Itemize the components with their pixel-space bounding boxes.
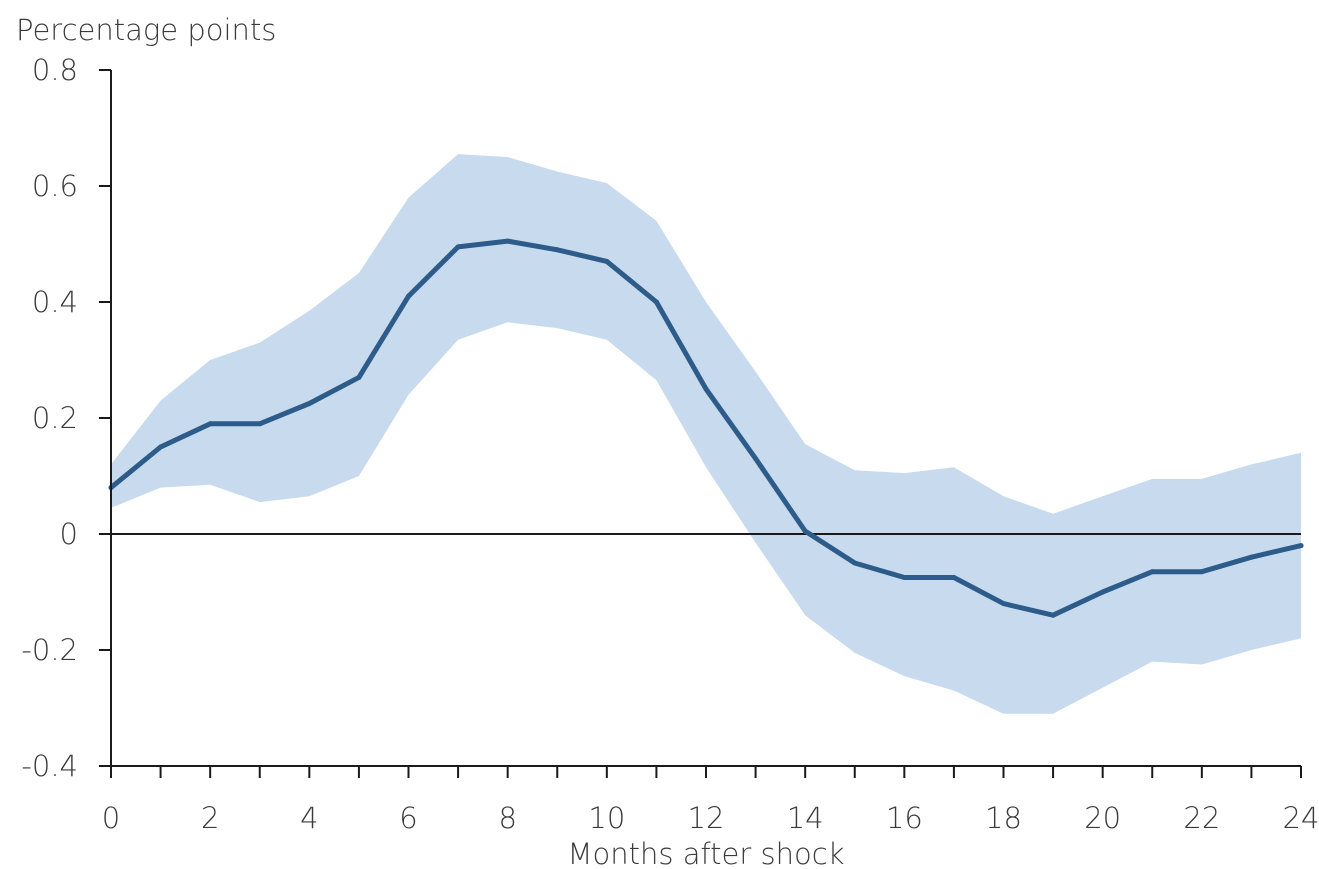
y-tick-label: 0.6 (32, 169, 78, 203)
response-point (158, 444, 164, 450)
x-tick-label: 2 (201, 801, 219, 835)
response-point (207, 421, 213, 427)
response-point (1050, 612, 1056, 618)
confidence-band-layer (111, 154, 1301, 714)
response-point (554, 247, 560, 253)
confidence-band (111, 154, 1301, 714)
x-axis-title: Months after shock (567, 837, 844, 869)
response-point (901, 575, 907, 580)
response-point (753, 456, 759, 462)
x-tick-label: 8 (498, 801, 516, 835)
response-point (1199, 569, 1205, 575)
response-point (505, 238, 511, 244)
y-tick-label: 0.8 (32, 53, 78, 87)
labels-layer: Percentage points Months after shock 0.8… (16, 13, 1319, 869)
y-tick-label: -0.4 (21, 749, 78, 783)
response-point (1001, 601, 1006, 607)
response-point (455, 244, 461, 250)
x-tick-label: 16 (886, 801, 923, 835)
response-point (1248, 554, 1254, 560)
response-point (951, 575, 957, 580)
axes-layer (99, 69, 1302, 778)
response-point (356, 374, 362, 380)
response-point (306, 401, 312, 406)
response-point (703, 386, 709, 392)
x-tick-label: 22 (1183, 801, 1220, 835)
response-point (1100, 589, 1106, 595)
response-point (1298, 543, 1304, 549)
response-point (802, 528, 808, 534)
response-point (653, 299, 659, 305)
response-point (257, 421, 263, 427)
response-point (604, 258, 610, 264)
response-point (852, 560, 858, 566)
x-tick-label: 12 (688, 801, 725, 835)
x-tick-label: 10 (588, 801, 625, 835)
x-tick-label: 20 (1084, 801, 1121, 835)
response-point (1149, 569, 1155, 575)
x-tick-label: 14 (787, 801, 824, 835)
x-tick-label: 4 (300, 801, 318, 835)
y-tick-label: 0.4 (32, 285, 78, 319)
response-line-layer (108, 238, 1304, 618)
y-axis-title: Percentage points (16, 13, 276, 47)
x-tick-label: 0 (102, 801, 120, 835)
y-tick-label: -0.2 (21, 633, 78, 667)
x-tick-label: 6 (399, 801, 417, 835)
y-tick-label: 0 (60, 517, 78, 551)
y-tick-label: 0.2 (32, 401, 78, 435)
x-tick-label: 24 (1283, 801, 1319, 835)
x-tick-label: 18 (985, 801, 1022, 835)
response-point (406, 293, 411, 299)
